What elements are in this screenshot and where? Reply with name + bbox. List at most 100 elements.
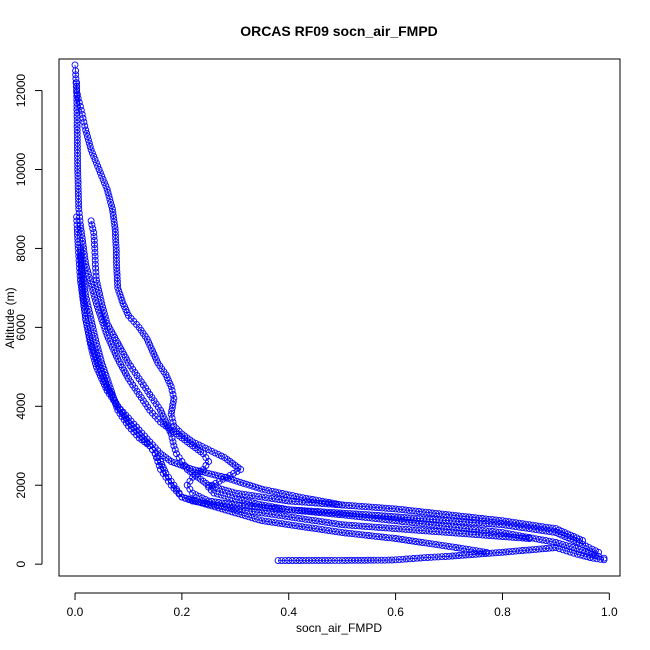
data-point (77, 258, 85, 266)
data-point (325, 519, 333, 527)
data-point (228, 488, 236, 496)
data-point (348, 521, 356, 529)
data-point (106, 195, 114, 203)
data-point (73, 106, 81, 114)
data-point (499, 548, 506, 556)
data-series (73, 213, 533, 542)
data-point (74, 166, 82, 173)
data-point (77, 251, 85, 259)
data-point (114, 281, 122, 289)
data-point (258, 493, 266, 501)
data-point (74, 231, 81, 239)
data-point (328, 499, 336, 507)
data-point (275, 519, 283, 527)
data-point (482, 550, 490, 558)
data-point (245, 498, 253, 506)
data-point (110, 218, 118, 226)
data-point (458, 518, 466, 526)
data-point (529, 546, 536, 554)
data-point (112, 248, 120, 256)
data-point (588, 545, 596, 553)
data-point (72, 71, 80, 79)
data-point (475, 514, 483, 522)
data-point (268, 487, 276, 495)
data-point (458, 530, 466, 538)
data-point (315, 525, 323, 533)
data-point (485, 532, 493, 539)
data-point (488, 520, 496, 528)
data-point (112, 254, 120, 262)
data-point (205, 501, 213, 509)
data-point (299, 494, 307, 502)
data-point (298, 523, 306, 531)
data-point (73, 146, 81, 154)
data-point (495, 532, 503, 540)
data-point (435, 510, 443, 518)
data-point (91, 260, 99, 268)
data-point (549, 524, 556, 532)
data-point (271, 519, 279, 527)
data-point (418, 527, 426, 535)
data-point (332, 520, 339, 528)
data-point (412, 507, 420, 515)
data-point (214, 450, 222, 458)
data-point (545, 544, 553, 552)
data-point (570, 549, 578, 557)
data-point (563, 547, 571, 555)
data-point (488, 516, 496, 524)
data-point (74, 152, 81, 160)
data-point (168, 434, 176, 442)
data-point (217, 473, 225, 480)
data-point (438, 528, 446, 536)
data-point (405, 537, 413, 544)
data-point (252, 483, 260, 491)
data-point (112, 241, 120, 249)
data-point (338, 501, 346, 509)
y-tick-label: 0 (14, 561, 28, 568)
y-axis: 0 2000 4000 6000 8000 10000 12000 (14, 74, 43, 568)
data-point (73, 133, 81, 141)
data-point (542, 537, 550, 545)
data-point (455, 512, 463, 520)
data-point (482, 515, 490, 523)
series-layer (71, 61, 608, 565)
data-point (392, 535, 400, 542)
data-point (233, 467, 241, 475)
data-point (170, 459, 178, 467)
data-point (512, 534, 520, 541)
data-point (397, 513, 405, 521)
data-point (339, 509, 347, 517)
data-point (94, 283, 102, 291)
data-point (79, 292, 87, 300)
data-point (432, 509, 440, 517)
data-point (91, 356, 99, 364)
data-point (246, 481, 254, 489)
data-point (92, 159, 100, 167)
data-point (78, 282, 86, 290)
data-point (230, 469, 237, 477)
data-point (468, 551, 476, 558)
data-point (585, 544, 593, 552)
data-point (112, 235, 120, 243)
data-point (268, 510, 276, 518)
data-point (472, 550, 480, 558)
data-point (74, 244, 82, 252)
data-point (233, 477, 241, 485)
data-point (352, 502, 359, 510)
data-point (415, 538, 423, 546)
data-point (93, 279, 101, 287)
data-point (109, 212, 117, 219)
data-point (352, 530, 359, 538)
data-point (225, 507, 233, 515)
data-point (402, 525, 410, 533)
data-point (278, 505, 286, 513)
data-point (445, 542, 453, 550)
data-point (408, 507, 416, 515)
data-point (385, 556, 392, 564)
data-point (205, 481, 213, 489)
data-point (542, 523, 550, 531)
data-point (362, 503, 369, 511)
data-point (74, 169, 82, 177)
data-point (418, 508, 426, 516)
data-point (241, 502, 249, 510)
